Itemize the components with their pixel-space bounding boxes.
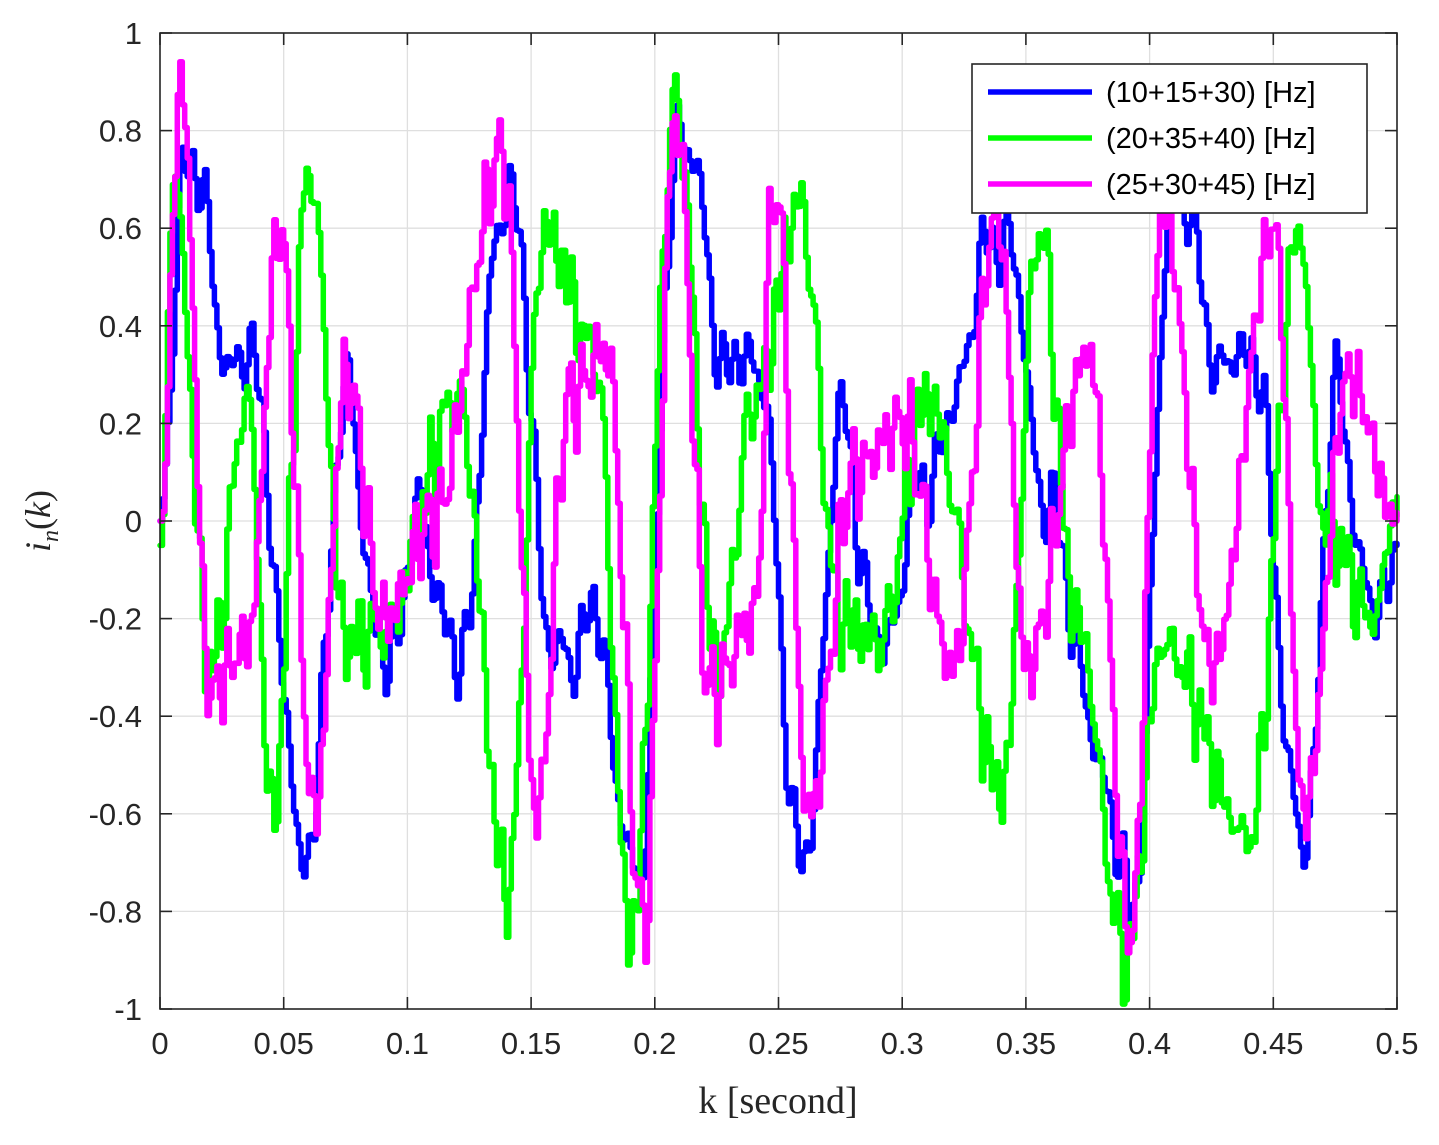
x-tick-label: 0.5 <box>1375 1026 1418 1061</box>
x-tick-label: 0.4 <box>1128 1026 1171 1061</box>
legend: (10+15+30) [Hz] (20+35+40) [Hz] (25+30+45)… <box>971 63 1368 214</box>
x-tick-label: 0.05 <box>254 1026 314 1061</box>
x-tick-label: 0.1 <box>386 1026 429 1061</box>
legend-label-2: (20+35+40) [Hz] <box>1106 123 1316 155</box>
x-tick-label: 0 <box>151 1026 168 1061</box>
series-line-3 <box>157 58 1400 966</box>
x-tick-label: 0.2 <box>633 1026 676 1061</box>
y-tick-label: -0.8 <box>89 894 142 929</box>
legend-label-1: (10+15+30) [Hz] <box>1106 77 1316 109</box>
x-tick-label: 0.3 <box>881 1026 924 1061</box>
legend-label-3: (25+30+45) [Hz] <box>1106 169 1316 201</box>
series-layer <box>157 58 1400 1007</box>
y-tick-label: 0.2 <box>99 406 142 441</box>
y-tick-label: 0.4 <box>99 309 142 344</box>
series-line-1 <box>157 102 1400 925</box>
y-tick-label: 0.6 <box>99 211 142 246</box>
series-line-2 <box>157 72 1400 1007</box>
legend-box <box>971 63 1368 214</box>
y-axis-label: in(k) <box>18 490 64 552</box>
y-tick-label: -0.6 <box>89 797 142 832</box>
y-tick-label: 0.8 <box>99 114 142 149</box>
y-tick-label: 1 <box>125 16 142 51</box>
svg-text:in(k): in(k) <box>18 490 64 552</box>
y-tick-label: -1 <box>114 992 142 1027</box>
x-tick-label: 0.45 <box>1243 1026 1303 1061</box>
x-axis-label: k [second] <box>698 1080 857 1122</box>
ticks: 0 0.05 0.1 0.15 0.2 0.25 0.3 0.35 0.4 0.45 0.5 -1 -0… <box>89 16 1419 1061</box>
x-tick-label: 0.25 <box>748 1026 808 1061</box>
y-tick-label: -0.2 <box>89 602 142 637</box>
y-tick-label: -0.4 <box>89 699 142 734</box>
y-tick-label: 0 <box>125 504 142 539</box>
x-tick-label: 0.15 <box>501 1026 561 1061</box>
x-tick-label: 0.35 <box>996 1026 1056 1061</box>
